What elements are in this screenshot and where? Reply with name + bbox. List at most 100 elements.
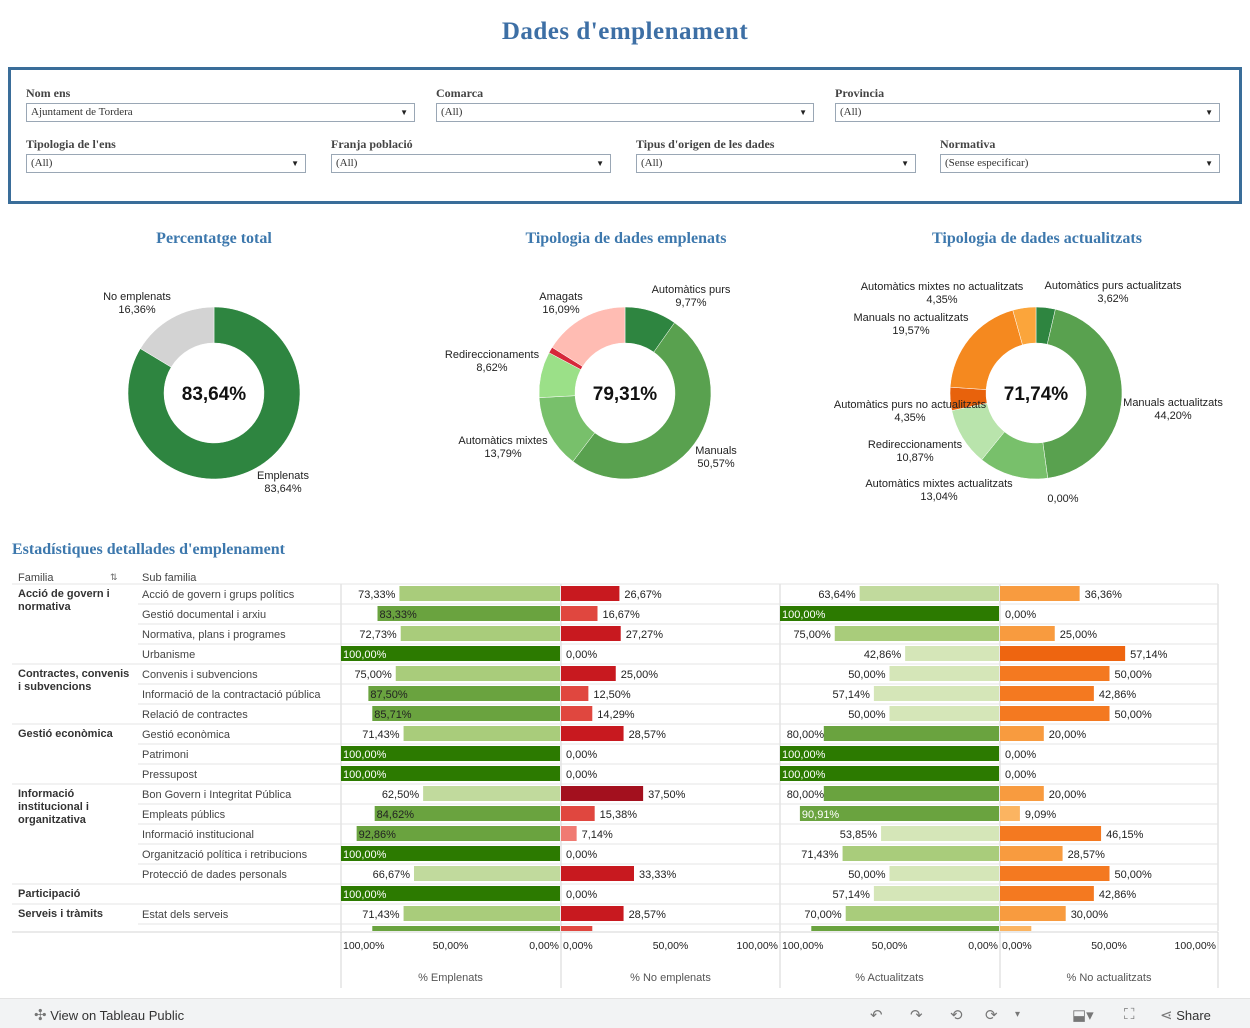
chevron-down-icon: ▼ [1205,108,1213,117]
bar-emplenats[interactable] [368,686,560,701]
bar-label: 12,50% [593,689,631,701]
bar-emplenats[interactable] [423,786,560,801]
bar-actualitzats[interactable] [780,766,999,781]
bar-no-emplenats[interactable] [561,906,624,921]
filter-tipologia-ens[interactable]: Tipologia de l'ens (All) ▼ [26,137,306,173]
share-icon: ⋖ [1160,1007,1173,1024]
bar-emplenats[interactable] [372,706,560,721]
filter-tipus-origen[interactable]: Tipus d'origen de les dades (All) ▼ [636,137,916,173]
filter-provincia[interactable]: Provincia (All) ▼ [835,86,1220,122]
bar-no-actualitzats[interactable] [1000,586,1080,601]
bar-actualitzats[interactable] [859,586,999,601]
bar-actualitzats[interactable] [780,606,999,621]
bar-no-actualitzats[interactable] [1000,626,1055,641]
bar-emplenats[interactable] [377,606,560,621]
bar-actualitzats[interactable] [881,826,999,841]
donut-slice[interactable] [551,306,626,367]
bar-no-actualitzats[interactable] [1000,666,1110,681]
donut-slice[interactable] [1012,306,1037,346]
bar-actualitzats[interactable] [889,866,1000,881]
bar-emplenats[interactable] [341,646,560,661]
bar-no-emplenats[interactable] [561,686,589,701]
bar-emplenats[interactable] [400,626,560,641]
filter-dropdown[interactable]: (All) ▼ [26,154,306,173]
bar-emplenats[interactable] [399,586,560,601]
bar-no-actualitzats[interactable] [1000,646,1126,661]
bar-no-emplenats[interactable] [561,606,598,621]
undo-icon[interactable]: ↶ [870,1007,883,1024]
slice-label: Redireccionaments [868,439,963,451]
donut-slice[interactable] [1042,308,1123,479]
share-button[interactable]: ⋖ Share [1160,1007,1211,1024]
bar-emplenats[interactable] [395,666,560,681]
bar-label: 53,85% [840,829,878,841]
bar-no-actualitzats[interactable] [1000,906,1066,921]
bar-actualitzats[interactable] [845,906,999,921]
filter-dropdown[interactable]: (All) ▼ [436,103,814,122]
bar-emplenats[interactable] [413,866,560,881]
view-on-tableau-link[interactable]: ✣ View on Tableau Public [34,1007,185,1024]
donut-slice[interactable] [140,306,215,368]
bar-no-actualitzats[interactable] [1000,786,1044,801]
bar-actualitzats[interactable] [823,786,999,801]
filter-nom-ens[interactable]: Nom ens Ajuntament de Tordera ▼ [26,86,415,122]
fullscreen-icon[interactable]: ⛶ [1124,1006,1135,1023]
bar-no-emplenats[interactable] [561,786,644,801]
bar-actualitzats[interactable] [799,806,999,821]
filter-dropdown[interactable]: (All) ▼ [331,154,611,173]
bar-actualitzats[interactable] [889,666,1000,681]
bar-emplenats[interactable] [341,886,560,901]
bar-emplenats[interactable] [403,726,560,741]
bar-no-actualitzats[interactable] [1000,846,1063,861]
bar-no-emplenats[interactable] [561,586,620,601]
bar-actualitzats[interactable] [823,726,999,741]
bar-emplenats[interactable] [356,826,560,841]
bar-emplenats[interactable] [403,906,560,921]
bar-no-actualitzats[interactable] [1000,866,1110,881]
chevron-down-icon[interactable]: ▾ [1015,1009,1021,1020]
bar-no-emplenats[interactable] [561,826,577,841]
bar-no-emplenats[interactable] [561,806,595,821]
bar-emplenats[interactable] [341,766,560,781]
bar-no-actualitzats[interactable] [1000,886,1094,901]
bar-no-actualitzats[interactable] [1000,806,1020,821]
donut-slice[interactable] [572,322,712,480]
filter-dropdown[interactable]: (All) ▼ [835,103,1220,122]
bar-emplenats[interactable] [374,806,560,821]
revert-icon[interactable]: ⟲ [950,1007,963,1024]
bar-actualitzats[interactable] [905,646,999,661]
bar-no-emplenats[interactable] [561,726,624,741]
filter-dropdown[interactable]: Ajuntament de Tordera ▼ [26,103,415,122]
bar-emplenats[interactable] [341,746,560,761]
bar-actualitzats[interactable] [873,886,999,901]
bar-no-emplenats[interactable] [561,626,621,641]
bar-actualitzats[interactable] [780,746,999,761]
donut-slice[interactable] [127,306,301,480]
bar-no-actualitzats[interactable] [1000,826,1102,841]
bar-no-actualitzats[interactable] [1000,686,1094,701]
refresh-icon[interactable]: ⟳ [985,1007,998,1024]
bar-no-emplenats[interactable] [561,866,634,881]
bar-emplenats[interactable] [341,846,560,861]
download-icon[interactable]: ⬓▾ [1072,1007,1094,1024]
bar-no-emplenats[interactable] [561,706,593,721]
bar-label: 75,00% [354,669,392,681]
filter-normativa[interactable]: Normativa (Sense especificar) ▼ [940,137,1220,173]
filter-comarca[interactable]: Comarca (All) ▼ [436,86,814,122]
chevron-down-icon: ▼ [596,159,604,168]
bar-actualitzats[interactable] [842,846,999,861]
filter-franja-poblacio[interactable]: Franja població (All) ▼ [331,137,611,173]
redo-icon[interactable]: ↷ [910,1007,923,1024]
bar-actualitzats[interactable] [873,686,999,701]
bar-actualitzats[interactable] [834,626,999,641]
bar-no-actualitzats[interactable] [1000,726,1044,741]
bar-label: 42,86% [1099,889,1137,901]
stats-table-chart: Familia ⇅ Sub familia Acció de govern inorm… [12,572,1222,993]
bar-no-emplenats[interactable] [561,666,616,681]
axis-title: % Emplenats [418,972,483,984]
bar-actualitzats[interactable] [889,706,1000,721]
column-header-familia: Familia [18,572,54,584]
bar-no-actualitzats[interactable] [1000,706,1110,721]
filter-dropdown[interactable]: (Sense especificar) ▼ [940,154,1220,173]
filter-dropdown[interactable]: (All) ▼ [636,154,916,173]
